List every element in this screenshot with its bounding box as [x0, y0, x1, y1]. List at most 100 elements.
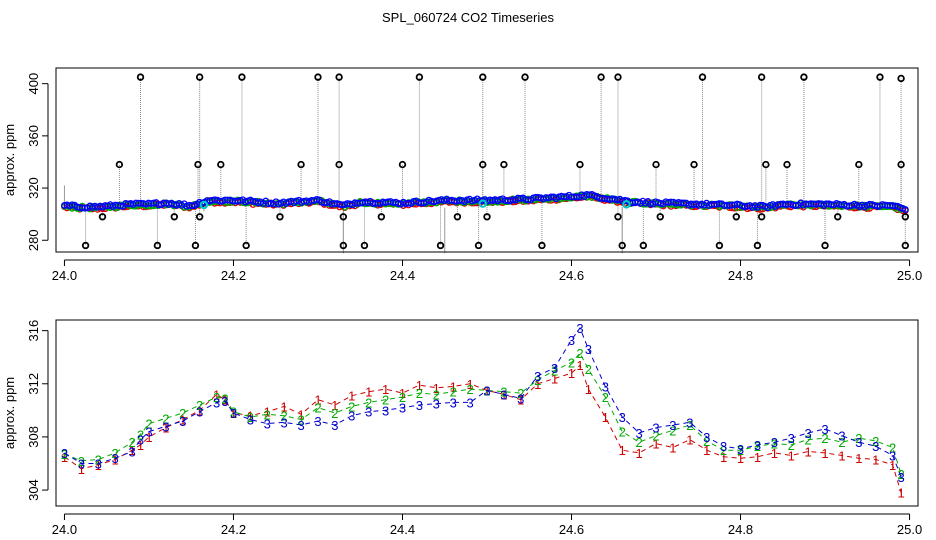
outlier-point — [297, 160, 305, 169]
series-2-point: 2 — [247, 410, 254, 425]
series-3-point: 3 — [855, 435, 862, 450]
series-3-point: 3 — [889, 449, 896, 464]
series-2-point: 2 — [619, 425, 626, 440]
series-3-point: 3 — [551, 361, 558, 376]
top-plot-data — [61, 73, 910, 254]
bottom-x-tick-label: 24.2 — [221, 522, 246, 537]
series-3-point: 3 — [483, 383, 490, 398]
series-3-point: 3 — [365, 405, 372, 420]
series-2-point: 2 — [576, 346, 583, 361]
series-2-point: 2 — [61, 447, 68, 462]
outlier-point — [783, 160, 791, 169]
top-x-tick-label: 24.8 — [728, 268, 753, 283]
series-2-point: 2 — [551, 363, 558, 378]
outlier-point — [483, 213, 491, 221]
series-3-point: 3 — [196, 405, 203, 420]
series-1-point: 1 — [137, 438, 144, 453]
series-1-point: 1 — [636, 446, 643, 461]
series-3-point: 3 — [517, 391, 524, 406]
series-2-point: 2 — [534, 373, 541, 388]
outlier-point — [614, 73, 622, 81]
series-1-point: 1 — [416, 378, 423, 393]
series-3-point: 3 — [213, 395, 220, 410]
series-1-point: 1 — [314, 393, 321, 408]
outlier-point — [314, 73, 322, 81]
series-2-point: 2 — [365, 395, 372, 410]
outlier-point — [335, 73, 343, 81]
outlier-point — [339, 213, 348, 221]
series-2-point: 2 — [213, 390, 220, 405]
top-x-tick-label: 24.0 — [52, 268, 77, 283]
bottom-y-tick-label: 304 — [26, 479, 41, 501]
outlier-point — [153, 241, 162, 250]
series-2-point: 2 — [788, 438, 795, 453]
series-3-point: 3 — [838, 429, 845, 444]
series-2-point: 2 — [805, 433, 812, 448]
series-3-point: 3 — [128, 445, 135, 460]
series-1-point: 1 — [754, 450, 761, 465]
series-2-point: 2 — [297, 413, 304, 428]
series-3-point: 3 — [162, 419, 169, 434]
series-1-point: 1 — [534, 377, 541, 392]
series-1-point: 1 — [788, 449, 795, 464]
series-1-point: 1 — [737, 451, 744, 466]
series-2-point: 2 — [855, 431, 862, 446]
series-1-point: 1 — [771, 446, 778, 461]
series-3-point: 3 — [399, 401, 406, 416]
outlier-point — [191, 241, 200, 250]
series-1-point: 1 — [551, 371, 558, 386]
series-1-point: 1 — [619, 443, 626, 458]
top-y-tick-label: 280 — [26, 229, 41, 251]
outlier-point — [195, 73, 204, 81]
outlier-point — [652, 160, 660, 169]
series-3-point: 3 — [576, 321, 583, 336]
series-2-point: 2 — [771, 437, 778, 452]
series-1-point: 1 — [331, 398, 338, 413]
series-3-point: 3 — [450, 395, 457, 410]
series-2-point: 2 — [652, 429, 659, 444]
bottom-x-tick-label: 24.8 — [728, 522, 753, 537]
series-1-point: 1 — [466, 377, 473, 392]
outlier-point — [398, 160, 407, 169]
series-1-point: 1 — [669, 441, 676, 456]
outlier-point — [335, 160, 343, 169]
series-3-point: 3 — [221, 394, 228, 409]
top-x-tick-label: 24.2 — [221, 268, 246, 283]
series-1-point: 1 — [382, 382, 389, 397]
series-2-point: 2 — [145, 417, 152, 432]
series-1-point: 1 — [281, 399, 288, 414]
series-1-point: 1 — [162, 421, 169, 436]
series-1-point: 1 — [213, 387, 220, 402]
outlier-point — [690, 160, 698, 169]
series-3-point: 3 — [534, 369, 541, 384]
outlier-point — [753, 241, 762, 250]
series-2-point: 2 — [399, 390, 406, 405]
series-3-line — [64, 326, 902, 477]
series-3-point: 3 — [652, 421, 659, 436]
series-3-point: 3 — [602, 379, 609, 394]
series-3-point: 3 — [585, 342, 592, 357]
series-1-point: 1 — [95, 458, 102, 473]
series-3-point: 3 — [247, 413, 254, 428]
series-3-point: 3 — [669, 418, 676, 433]
bottom-x-tick-label: 25.0 — [897, 522, 922, 537]
outlier-point — [576, 160, 584, 169]
outlier-point — [757, 213, 766, 221]
series-3-point: 3 — [433, 397, 440, 412]
series-3-point: 3 — [703, 430, 710, 445]
series-1-point: 1 — [897, 486, 904, 501]
outlier-point — [897, 74, 905, 83]
series-1-point: 1 — [805, 445, 812, 460]
outlier-point — [81, 241, 90, 250]
outlier-point — [195, 213, 204, 221]
top-y-axis-label: approx. ppm — [2, 124, 17, 196]
series-3-point: 3 — [264, 417, 271, 432]
series-1-point: 1 — [365, 385, 372, 400]
series-2-point: 2 — [281, 409, 288, 424]
bottom-y-axis: 304 308 312 316 — [26, 320, 49, 501]
series-2-point: 2 — [433, 387, 440, 402]
series-3-point: 3 — [720, 439, 727, 454]
outlier-point — [136, 73, 145, 81]
series-1-point: 1 — [889, 458, 896, 473]
series-3-point: 3 — [872, 439, 879, 454]
